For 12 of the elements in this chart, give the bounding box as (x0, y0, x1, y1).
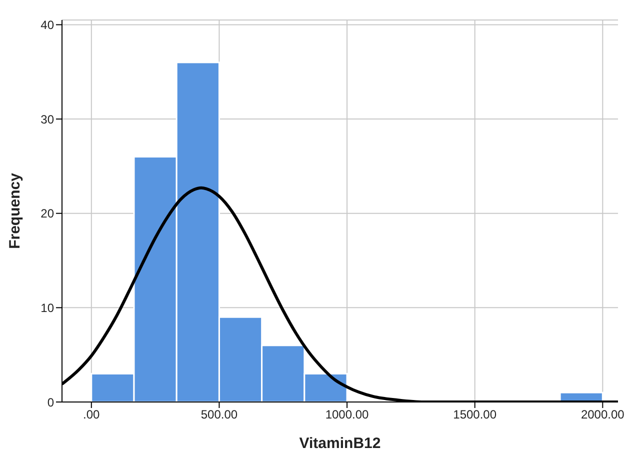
y-tick-label: 40 (40, 18, 54, 32)
y-tick-label: 0 (47, 395, 54, 410)
y-axis-title: Frequency (6, 172, 24, 249)
x-tick-label: .00 (83, 408, 100, 422)
y-tick-label: 20 (40, 206, 54, 221)
y-tick-label: 10 (40, 300, 54, 315)
x-tick-label: 1500.00 (453, 408, 497, 422)
x-axis-title: VitaminB12 (299, 435, 381, 452)
x-tick-label: 1000.00 (325, 408, 370, 422)
x-tick-label: 2000.00 (580, 408, 625, 422)
x-tick-label: 500.00 (200, 408, 238, 422)
y-tick-label: 30 (40, 112, 54, 126)
